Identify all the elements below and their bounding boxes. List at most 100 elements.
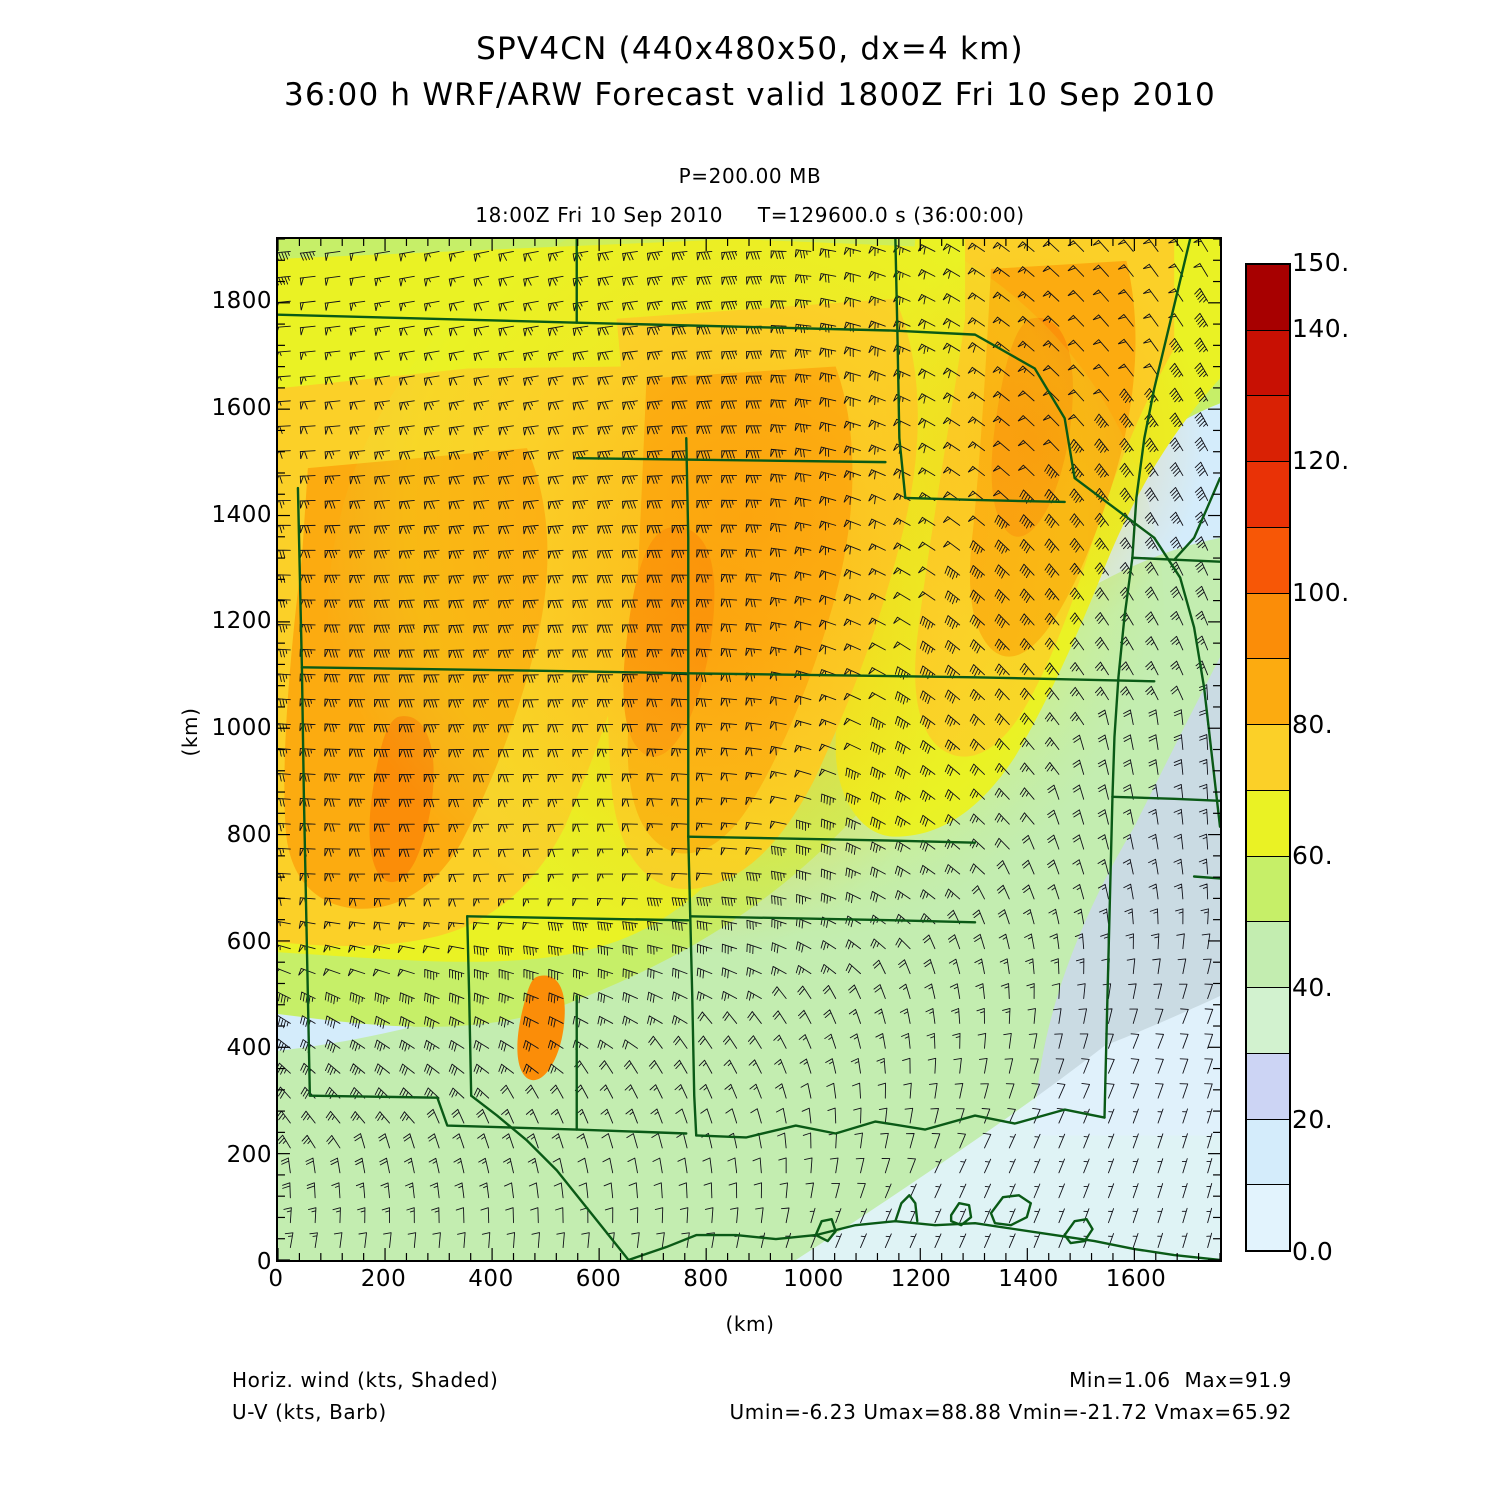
wind-barb <box>349 674 366 683</box>
wind-barb <box>671 748 688 757</box>
wind-barb <box>1169 536 1184 551</box>
wind-barb <box>448 524 465 535</box>
wind-barb <box>523 300 539 312</box>
wind-barb <box>1142 263 1159 277</box>
wind-barb <box>950 1008 961 1024</box>
wind-barb <box>770 300 787 309</box>
wind-barb <box>472 921 490 931</box>
wind-barb <box>801 1107 812 1124</box>
wind-barb <box>1083 1183 1090 1199</box>
wind-barb <box>794 497 812 508</box>
wind-barb <box>857 1182 866 1199</box>
wind-barb <box>349 848 366 857</box>
wind-barb <box>299 350 316 361</box>
wind-barb <box>1097 709 1109 726</box>
wind-barb <box>424 968 440 981</box>
wind-barb <box>902 1057 911 1074</box>
wind-barb <box>820 892 837 904</box>
wind-barb <box>671 400 688 410</box>
wind-barb <box>1017 414 1035 427</box>
wind-barb <box>374 848 390 857</box>
wind-barb <box>796 869 812 881</box>
wind-barb <box>473 1040 490 1052</box>
wind-barb <box>378 1133 390 1149</box>
wind-barb <box>899 983 911 999</box>
wind-barb <box>646 500 663 509</box>
wind-barb <box>818 471 837 482</box>
wind-barb <box>917 393 936 404</box>
wind-barb <box>843 395 861 407</box>
wind-barb <box>1078 1008 1088 1024</box>
wind-barb <box>954 1083 964 1099</box>
wind-barb <box>555 1207 564 1224</box>
wind-barb <box>506 1232 516 1248</box>
wind-barb <box>597 475 614 485</box>
wind-barb <box>781 1207 790 1224</box>
wind-barb <box>671 450 688 459</box>
y-tick-label: 1400 <box>211 501 272 528</box>
wind-barb <box>1069 538 1085 553</box>
wind-barb <box>771 895 787 906</box>
wind-barb <box>572 773 589 783</box>
wind-barb <box>843 296 861 308</box>
wind-barb <box>398 749 415 758</box>
wind-barb <box>324 500 341 509</box>
wind-barb <box>299 723 316 733</box>
wind-barb <box>959 1158 967 1174</box>
wind-barb <box>769 597 787 607</box>
wind-barb <box>849 1033 861 1049</box>
wind-barb <box>721 275 738 285</box>
wind-barb <box>696 524 713 534</box>
wind-barb <box>299 450 316 460</box>
wind-barb <box>522 574 539 584</box>
wind-barb <box>324 599 341 608</box>
wind-barb <box>1180 1008 1189 1024</box>
wind-barb <box>349 624 366 633</box>
wind-barb <box>374 1063 390 1076</box>
wind-barb <box>759 1232 766 1248</box>
wind-barb <box>278 1110 291 1124</box>
wind-barb <box>746 919 762 930</box>
wind-barb <box>1069 562 1085 576</box>
wind-barb <box>818 619 837 630</box>
wind-barb <box>992 241 1010 252</box>
wind-barb <box>1173 808 1184 825</box>
wind-barb <box>650 1108 663 1124</box>
wind-barb <box>647 920 663 932</box>
wind-barb <box>498 475 514 485</box>
wind-barb <box>696 450 713 459</box>
y-tick-label: 1200 <box>211 608 272 635</box>
wind-barb <box>884 1233 892 1248</box>
wind-barb <box>868 592 886 601</box>
wind-barb <box>646 748 663 757</box>
wind-barb <box>1119 562 1134 576</box>
wind-barb <box>578 1182 589 1199</box>
wind-barb <box>720 598 738 608</box>
wind-barb <box>771 918 787 930</box>
wind-barb <box>870 741 886 755</box>
wind-barb <box>992 366 1010 377</box>
wind-barb <box>301 1134 316 1149</box>
wind-barb <box>820 964 837 975</box>
wind-barb <box>721 300 738 310</box>
wind-barb <box>755 1207 764 1224</box>
wind-barb <box>596 897 614 906</box>
wind-barb <box>1017 315 1035 327</box>
wind-barb <box>745 474 762 484</box>
wind-barb <box>920 913 936 925</box>
wind-barb <box>324 300 341 311</box>
wind-barb <box>681 1232 690 1248</box>
wind-barb <box>843 321 861 333</box>
wind-barb <box>448 823 465 833</box>
wind-barb <box>621 649 638 658</box>
wind-barb <box>428 1157 440 1174</box>
wind-barb <box>752 1157 762 1174</box>
wind-barb <box>769 820 787 829</box>
wind-barb <box>498 969 514 981</box>
wind-barb <box>868 270 886 281</box>
wind-barb <box>802 1132 812 1149</box>
wind-barb <box>1157 1207 1164 1224</box>
wind-barb <box>326 1135 341 1149</box>
wind-barb <box>374 300 390 312</box>
wind-barb <box>349 1015 366 1029</box>
